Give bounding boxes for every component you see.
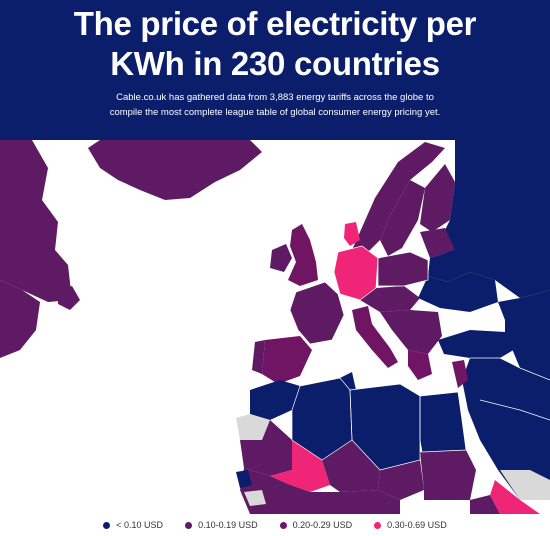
map-svg [0,140,550,514]
legend: < 0.10 USD 0.10-0.19 USD 0.20-0.29 USD 0… [0,514,550,536]
region-denmark [344,222,360,246]
subtitle: Cable.co.uk has gathered data from 3,883… [40,90,510,120]
region-turkey [438,330,520,358]
region-algeria [292,378,352,460]
region-egypt [420,392,466,452]
page-title: The price of electricity per KWh in 230 … [0,0,550,84]
region-caucasus [498,290,550,380]
region-middle-east [462,358,550,500]
legend-item-010-019: 0.10-0.19 USD [185,520,258,530]
region-spain [262,336,312,384]
region-italy [352,306,398,368]
region-poland [378,252,428,286]
region-ireland [270,244,292,272]
region-chad [378,460,424,500]
region-russia [440,140,550,298]
legend-label: 0.20-0.29 USD [292,520,353,530]
choropleth-map [0,140,550,514]
region-balkans [380,310,442,354]
region-us-east [0,280,40,358]
legend-swatch [279,521,287,529]
region-ukraine [418,272,498,312]
legend-item-030-069: 0.30-0.69 USD [374,520,447,530]
region-finland [420,164,455,232]
region-tunisia [340,372,356,390]
region-iceland [204,146,240,166]
legend-swatch [103,521,111,529]
region-sudan [420,450,476,500]
region-libya [350,384,420,470]
header-banner: The price of electricity per KWh in 230 … [0,0,550,140]
legend-label: 0.10-0.19 USD [198,520,258,530]
subtitle-line-2: compile the most complete league table o… [109,107,441,118]
region-uk [288,224,318,286]
region-guinea [244,490,266,506]
region-horn-africa [490,480,540,514]
region-belarus [428,250,470,282]
legend-label: 0.30-0.69 USD [387,520,447,530]
region-norway [352,142,445,252]
region-mauritania [240,420,292,476]
region-canada-east [0,140,72,302]
legend-label: < 0.10 USD [116,520,164,530]
region-newfoundland [58,286,80,310]
region-western-sahara [236,414,270,440]
region-germany [334,246,378,300]
legend-item-020-029: 0.20-0.29 USD [279,520,353,530]
region-central-europe [360,286,420,312]
region-mali [270,440,330,492]
subtitle-line-1: Cable.co.uk has gathered data from 3,883… [116,92,434,103]
legend-item-lt-010: < 0.10 USD [103,520,163,530]
legend-swatch [374,521,382,529]
region-greenland [88,140,262,200]
country-borders [289,245,550,471]
region-portugal [252,340,265,374]
region-greece [408,350,432,380]
legend-swatch [185,521,193,529]
region-morocco [250,380,300,420]
region-senegal [236,470,252,488]
title-line-1: The price of electricity per [73,5,477,42]
region-ethiopia [470,495,500,514]
region-west-africa [240,468,400,514]
region-sweden [380,180,425,256]
region-baltics [420,228,455,258]
title-line-2: KWh in 230 countries [110,45,440,82]
region-levant [452,360,468,388]
region-france [290,282,344,344]
region-niger [322,440,380,492]
region-black-sea [448,308,505,328]
region-arabia-south [500,470,550,500]
